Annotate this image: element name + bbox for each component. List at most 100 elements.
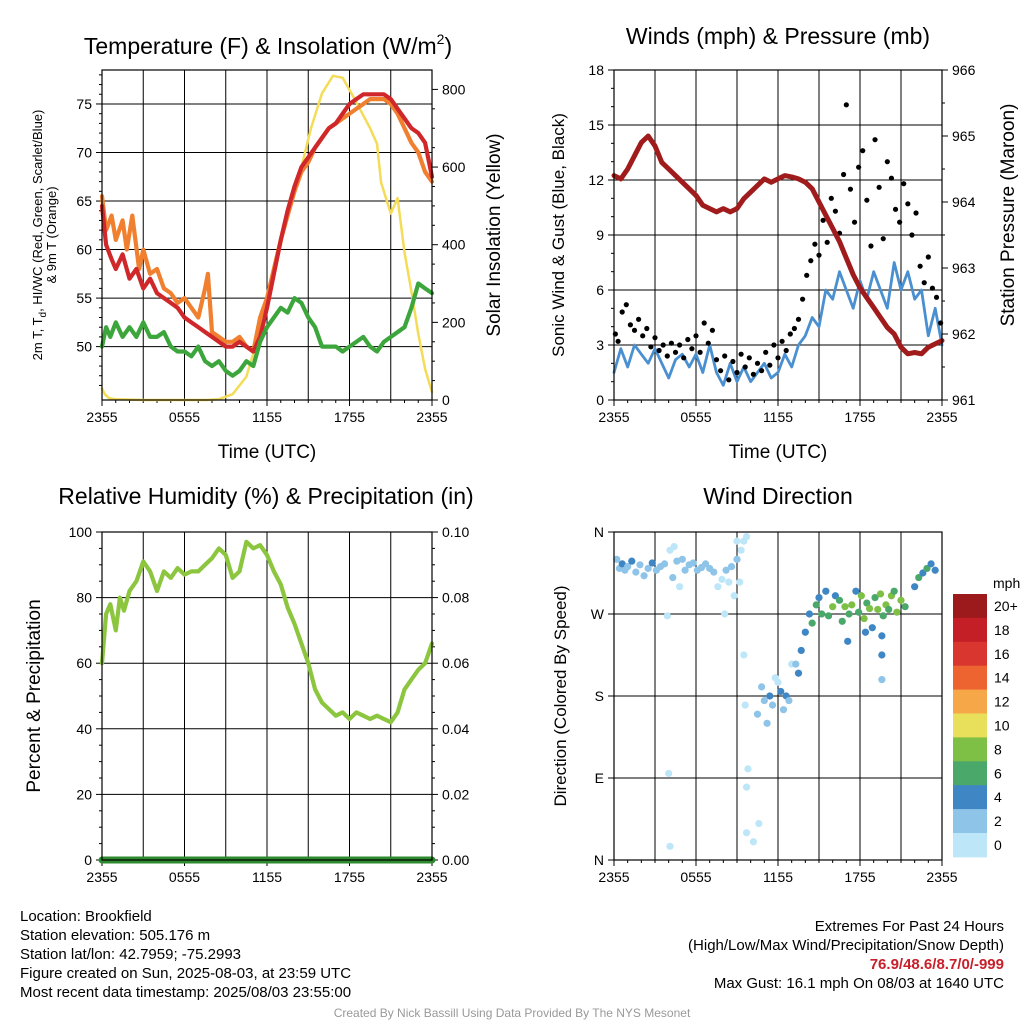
y2-tick-label: 0.08 xyxy=(442,590,469,606)
direction-point xyxy=(931,566,939,574)
x-tick-label: 2355 xyxy=(416,869,447,885)
gust-point xyxy=(722,353,728,359)
colorbar-tick-label: 16 xyxy=(994,646,1010,662)
x-tick-label: 2355 xyxy=(416,409,447,425)
direction-point xyxy=(733,555,741,563)
gust-point xyxy=(804,272,810,278)
y-tick-label: 70 xyxy=(76,145,92,161)
gust-point xyxy=(851,219,858,225)
gust-point xyxy=(783,347,789,354)
direction-point xyxy=(725,578,733,586)
gust-point xyxy=(888,175,895,181)
gust-point xyxy=(746,355,752,361)
direction-point xyxy=(689,559,697,567)
direction-point xyxy=(897,596,905,604)
direction-point xyxy=(878,676,886,684)
gust-point xyxy=(660,342,666,348)
direction-point xyxy=(742,783,751,791)
gust-point xyxy=(808,258,814,264)
gust-point xyxy=(909,232,915,238)
direction-point xyxy=(636,561,644,569)
direction-point xyxy=(628,557,636,565)
direction-point xyxy=(861,628,870,636)
direction-point xyxy=(835,596,844,604)
direction-point xyxy=(863,599,871,607)
y-tick-label: 0 xyxy=(596,392,604,408)
gust-point xyxy=(884,159,890,165)
gust-point xyxy=(742,364,748,370)
temperature-xlabel: Time (UTC) xyxy=(218,442,317,463)
direction-point xyxy=(640,572,648,580)
direction-point xyxy=(766,692,774,700)
direction-point xyxy=(741,701,749,709)
gust-point xyxy=(880,236,886,242)
gust-point xyxy=(718,368,724,374)
y2-tick-label: 0.02 xyxy=(442,786,469,802)
gust-point xyxy=(640,333,646,339)
humidity-title: Relative Humidity (%) & Precipitation (i… xyxy=(58,483,473,509)
direction-point xyxy=(733,537,741,545)
y2-tick-label: 965 xyxy=(952,128,976,144)
direction-point xyxy=(901,603,909,611)
x-tick-label: 0555 xyxy=(680,869,711,885)
gust-point xyxy=(929,285,936,291)
gust-point xyxy=(701,320,707,326)
gust-point xyxy=(925,254,931,260)
plot-frame xyxy=(613,531,943,861)
direction-point xyxy=(666,842,674,850)
direction-point xyxy=(632,568,640,576)
gust-point xyxy=(795,316,802,322)
wind-panel: Winds (mph) & Pressure (mb) Sonic Wind &… xyxy=(549,23,1019,463)
y2-tick-label: 800 xyxy=(442,81,466,97)
gust-point xyxy=(767,362,773,368)
gust-point xyxy=(771,342,777,348)
gust-point xyxy=(913,210,919,216)
max-gust: Max Gust: 16.1 mph On 08/03 at 1640 UTC xyxy=(713,975,1004,992)
gust-point xyxy=(734,369,740,376)
direction-point xyxy=(848,601,856,609)
y2-tick-label: 0.06 xyxy=(442,655,469,671)
y-tick-label: 60 xyxy=(76,242,92,258)
direction-point xyxy=(818,610,826,618)
direction-point xyxy=(663,612,671,620)
colorbar-tick-label: 12 xyxy=(994,694,1010,710)
direction-point xyxy=(624,563,632,571)
gust-point xyxy=(750,371,757,377)
colorbar-swatch xyxy=(953,785,987,810)
colorbar-tick-label: 4 xyxy=(994,789,1002,805)
direction-point xyxy=(785,696,793,705)
x-tick-label: 1155 xyxy=(252,409,282,425)
y-tick-label: 80 xyxy=(76,590,92,606)
direction-point xyxy=(876,590,885,598)
y-tick-label: 0 xyxy=(84,852,92,868)
direction-point xyxy=(815,594,823,602)
gust-point xyxy=(828,195,834,201)
gust-point xyxy=(843,102,849,108)
colorbar-tick-label: 2 xyxy=(994,813,1002,829)
humidity-line xyxy=(99,539,435,725)
direction-point xyxy=(808,619,816,627)
y2-tick-label: 0.04 xyxy=(442,721,469,737)
x-tick-label: 2355 xyxy=(86,409,117,425)
y-tick-label: N xyxy=(594,524,604,540)
y2-tick-label: 961 xyxy=(952,392,976,408)
direction-point xyxy=(890,587,898,595)
y-tick-label: 65 xyxy=(76,193,92,209)
direction-point xyxy=(871,594,879,602)
direction-point xyxy=(753,710,762,718)
direction-point xyxy=(885,605,893,614)
gust-point xyxy=(841,171,847,178)
wind-title: Winds (mph) & Pressure (mb) xyxy=(626,23,930,49)
humidity-ylabel: Percent & Precipitation xyxy=(24,599,45,792)
gust-point xyxy=(726,377,732,383)
x-tick-label: 1755 xyxy=(844,409,875,425)
direction-point xyxy=(721,610,729,618)
gust-point xyxy=(921,280,927,286)
y-tick-label: 20 xyxy=(76,786,92,802)
gust-point xyxy=(892,206,899,212)
gust-point xyxy=(779,338,785,344)
x-tick-label: 1155 xyxy=(763,409,793,425)
gust-point xyxy=(791,325,798,332)
plot-frame xyxy=(101,69,433,401)
y-tick-label: 15 xyxy=(588,117,604,133)
